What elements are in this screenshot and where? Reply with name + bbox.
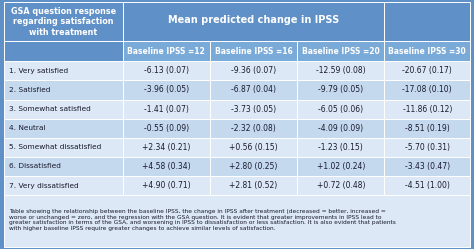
Bar [297,61,384,80]
Bar [210,157,297,176]
Text: +1.02 (0.24): +1.02 (0.24) [317,162,365,171]
Bar [4,119,123,138]
Text: -6.87 (0.04): -6.87 (0.04) [231,85,276,94]
Bar [384,100,470,119]
Text: 7. Very dissatisfied: 7. Very dissatisfied [9,183,78,189]
Text: 3. Somewhat satisfied: 3. Somewhat satisfied [9,106,90,112]
Text: 1. Very satisfied: 1. Very satisfied [9,68,68,74]
Bar [123,119,210,138]
Text: -9.36 (0.07): -9.36 (0.07) [231,66,276,75]
Bar [4,61,123,80]
Bar [297,138,384,157]
Text: -3.96 (0.05): -3.96 (0.05) [144,85,189,94]
Bar [384,119,470,138]
Text: Baseline IPSS =12: Baseline IPSS =12 [128,47,205,56]
Bar [210,61,297,80]
Bar [210,100,297,119]
Text: +4.90 (0.71): +4.90 (0.71) [142,181,191,190]
Bar [210,138,297,157]
Bar [123,2,384,41]
Text: 4. Neutral: 4. Neutral [9,125,45,131]
Text: Mean predicted change in IPSS: Mean predicted change in IPSS [168,15,339,25]
Text: +2.34 (0.21): +2.34 (0.21) [142,143,191,152]
Bar [384,41,470,61]
Text: -3.73 (0.05): -3.73 (0.05) [231,105,276,114]
Text: -6.05 (0.06): -6.05 (0.06) [318,105,364,114]
Bar [297,41,384,61]
Bar [384,138,470,157]
Text: +2.81 (0.52): +2.81 (0.52) [229,181,278,190]
Bar [4,100,123,119]
Text: +2.80 (0.25): +2.80 (0.25) [229,162,278,171]
Bar [4,195,470,247]
Text: -5.70 (0.31): -5.70 (0.31) [405,143,450,152]
Text: 2. Satisfied: 2. Satisfied [9,87,50,93]
Bar [384,176,470,195]
Bar [297,157,384,176]
Text: -17.08 (0.10): -17.08 (0.10) [402,85,452,94]
Bar [123,41,210,61]
Bar [123,100,210,119]
Text: -1.41 (0.07): -1.41 (0.07) [144,105,189,114]
Text: -12.59 (0.08): -12.59 (0.08) [316,66,365,75]
Text: +4.58 (0.34): +4.58 (0.34) [142,162,191,171]
Text: 6. Dissatisfied: 6. Dissatisfied [9,164,60,170]
Text: -1.23 (0.15): -1.23 (0.15) [319,143,363,152]
Text: +0.56 (0.15): +0.56 (0.15) [229,143,278,152]
Bar [4,41,123,61]
Text: -3.43 (0.47): -3.43 (0.47) [405,162,450,171]
Bar [4,138,123,157]
Bar [4,157,123,176]
Text: +0.72 (0.48): +0.72 (0.48) [317,181,365,190]
Bar [123,61,210,80]
Text: Baseline IPSS =30: Baseline IPSS =30 [388,47,466,56]
Bar [123,80,210,100]
Bar [297,119,384,138]
Text: -8.51 (0.19): -8.51 (0.19) [405,124,450,133]
Bar [210,41,297,61]
Text: -6.13 (0.07): -6.13 (0.07) [144,66,189,75]
Bar [210,119,297,138]
Text: Baseline IPSS =20: Baseline IPSS =20 [302,47,380,56]
Text: -2.32 (0.08): -2.32 (0.08) [231,124,276,133]
Text: GSA question response
regarding satisfaction
with treatment: GSA question response regarding satisfac… [11,7,116,37]
Bar [123,176,210,195]
Bar [4,176,123,195]
Bar [297,80,384,100]
Bar [4,2,123,41]
Bar [123,138,210,157]
Bar [384,61,470,80]
Bar [210,176,297,195]
Text: -4.09 (0.09): -4.09 (0.09) [318,124,364,133]
Text: Baseline IPSS =16: Baseline IPSS =16 [215,47,292,56]
Text: 5. Somewhat dissatisfied: 5. Somewhat dissatisfied [9,144,101,150]
Text: Table showing the relationship between the baseline IPSS, the change in IPSS aft: Table showing the relationship between t… [9,209,395,231]
Text: -11.86 (0.12): -11.86 (0.12) [402,105,452,114]
Text: -20.67 (0.17): -20.67 (0.17) [402,66,452,75]
Bar [384,157,470,176]
Bar [384,2,470,41]
Bar [123,157,210,176]
Bar [384,80,470,100]
Text: -9.79 (0.05): -9.79 (0.05) [318,85,364,94]
Bar [210,80,297,100]
Bar [297,100,384,119]
Text: -0.55 (0.09): -0.55 (0.09) [144,124,189,133]
Text: -4.51 (1.00): -4.51 (1.00) [405,181,450,190]
Bar [4,80,123,100]
Bar [297,176,384,195]
